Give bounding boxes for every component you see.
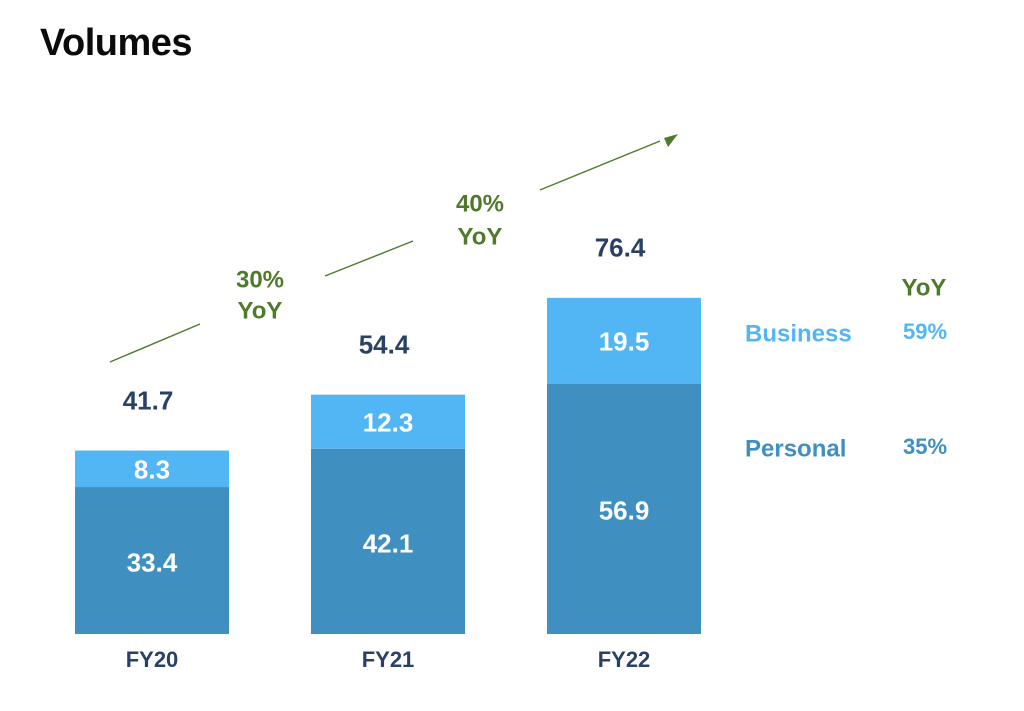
value-label-business-fy20: 8.3 — [134, 455, 170, 485]
x-tick-label-fy21: FY21 — [362, 647, 415, 672]
value-label-business-fy21: 12.3 — [363, 408, 414, 438]
value-label-personal-fy21: 42.1 — [363, 528, 414, 558]
legend-label-personal: Personal — [745, 435, 846, 462]
value-label-business-fy22: 19.5 — [599, 327, 650, 357]
bar-personal-fy21 — [311, 448, 465, 634]
growth-label-1-value: 30% — [236, 266, 284, 293]
growth-label-1-yoy: YoY — [238, 297, 283, 324]
bar-business-fy20 — [75, 450, 229, 488]
growth-trend-line-1 — [109, 323, 201, 363]
bar-business-fy22 — [547, 297, 701, 384]
bar-business-fy21 — [311, 394, 465, 449]
x-tick-label-fy20: FY20 — [126, 647, 179, 672]
growth-arrow-head — [664, 134, 678, 147]
growth-trend-line-2 — [324, 240, 414, 277]
bar-personal-fy20 — [75, 487, 229, 634]
value-label-personal-fy20: 33.4 — [127, 547, 178, 577]
legend-yoy-header: YoY — [902, 274, 947, 301]
growth-trend-line-3 — [539, 140, 661, 191]
page-title: Volumes — [40, 22, 193, 64]
growth-label-2-yoy: YoY — [458, 223, 503, 250]
x-tick-label-fy22: FY22 — [598, 647, 651, 672]
value-label-personal-fy22: 56.9 — [599, 496, 650, 526]
total-label-fy21: 54.4 — [359, 330, 410, 360]
legend-yoy-personal: 35% — [903, 434, 947, 459]
legend-yoy-business: 59% — [903, 319, 947, 344]
bar-personal-fy22 — [547, 383, 701, 634]
total-label-fy20: 41.7 — [123, 385, 174, 415]
legend-label-business: Business — [745, 320, 852, 347]
growth-label-2-value: 40% — [456, 190, 504, 217]
total-label-fy22: 76.4 — [595, 233, 646, 263]
